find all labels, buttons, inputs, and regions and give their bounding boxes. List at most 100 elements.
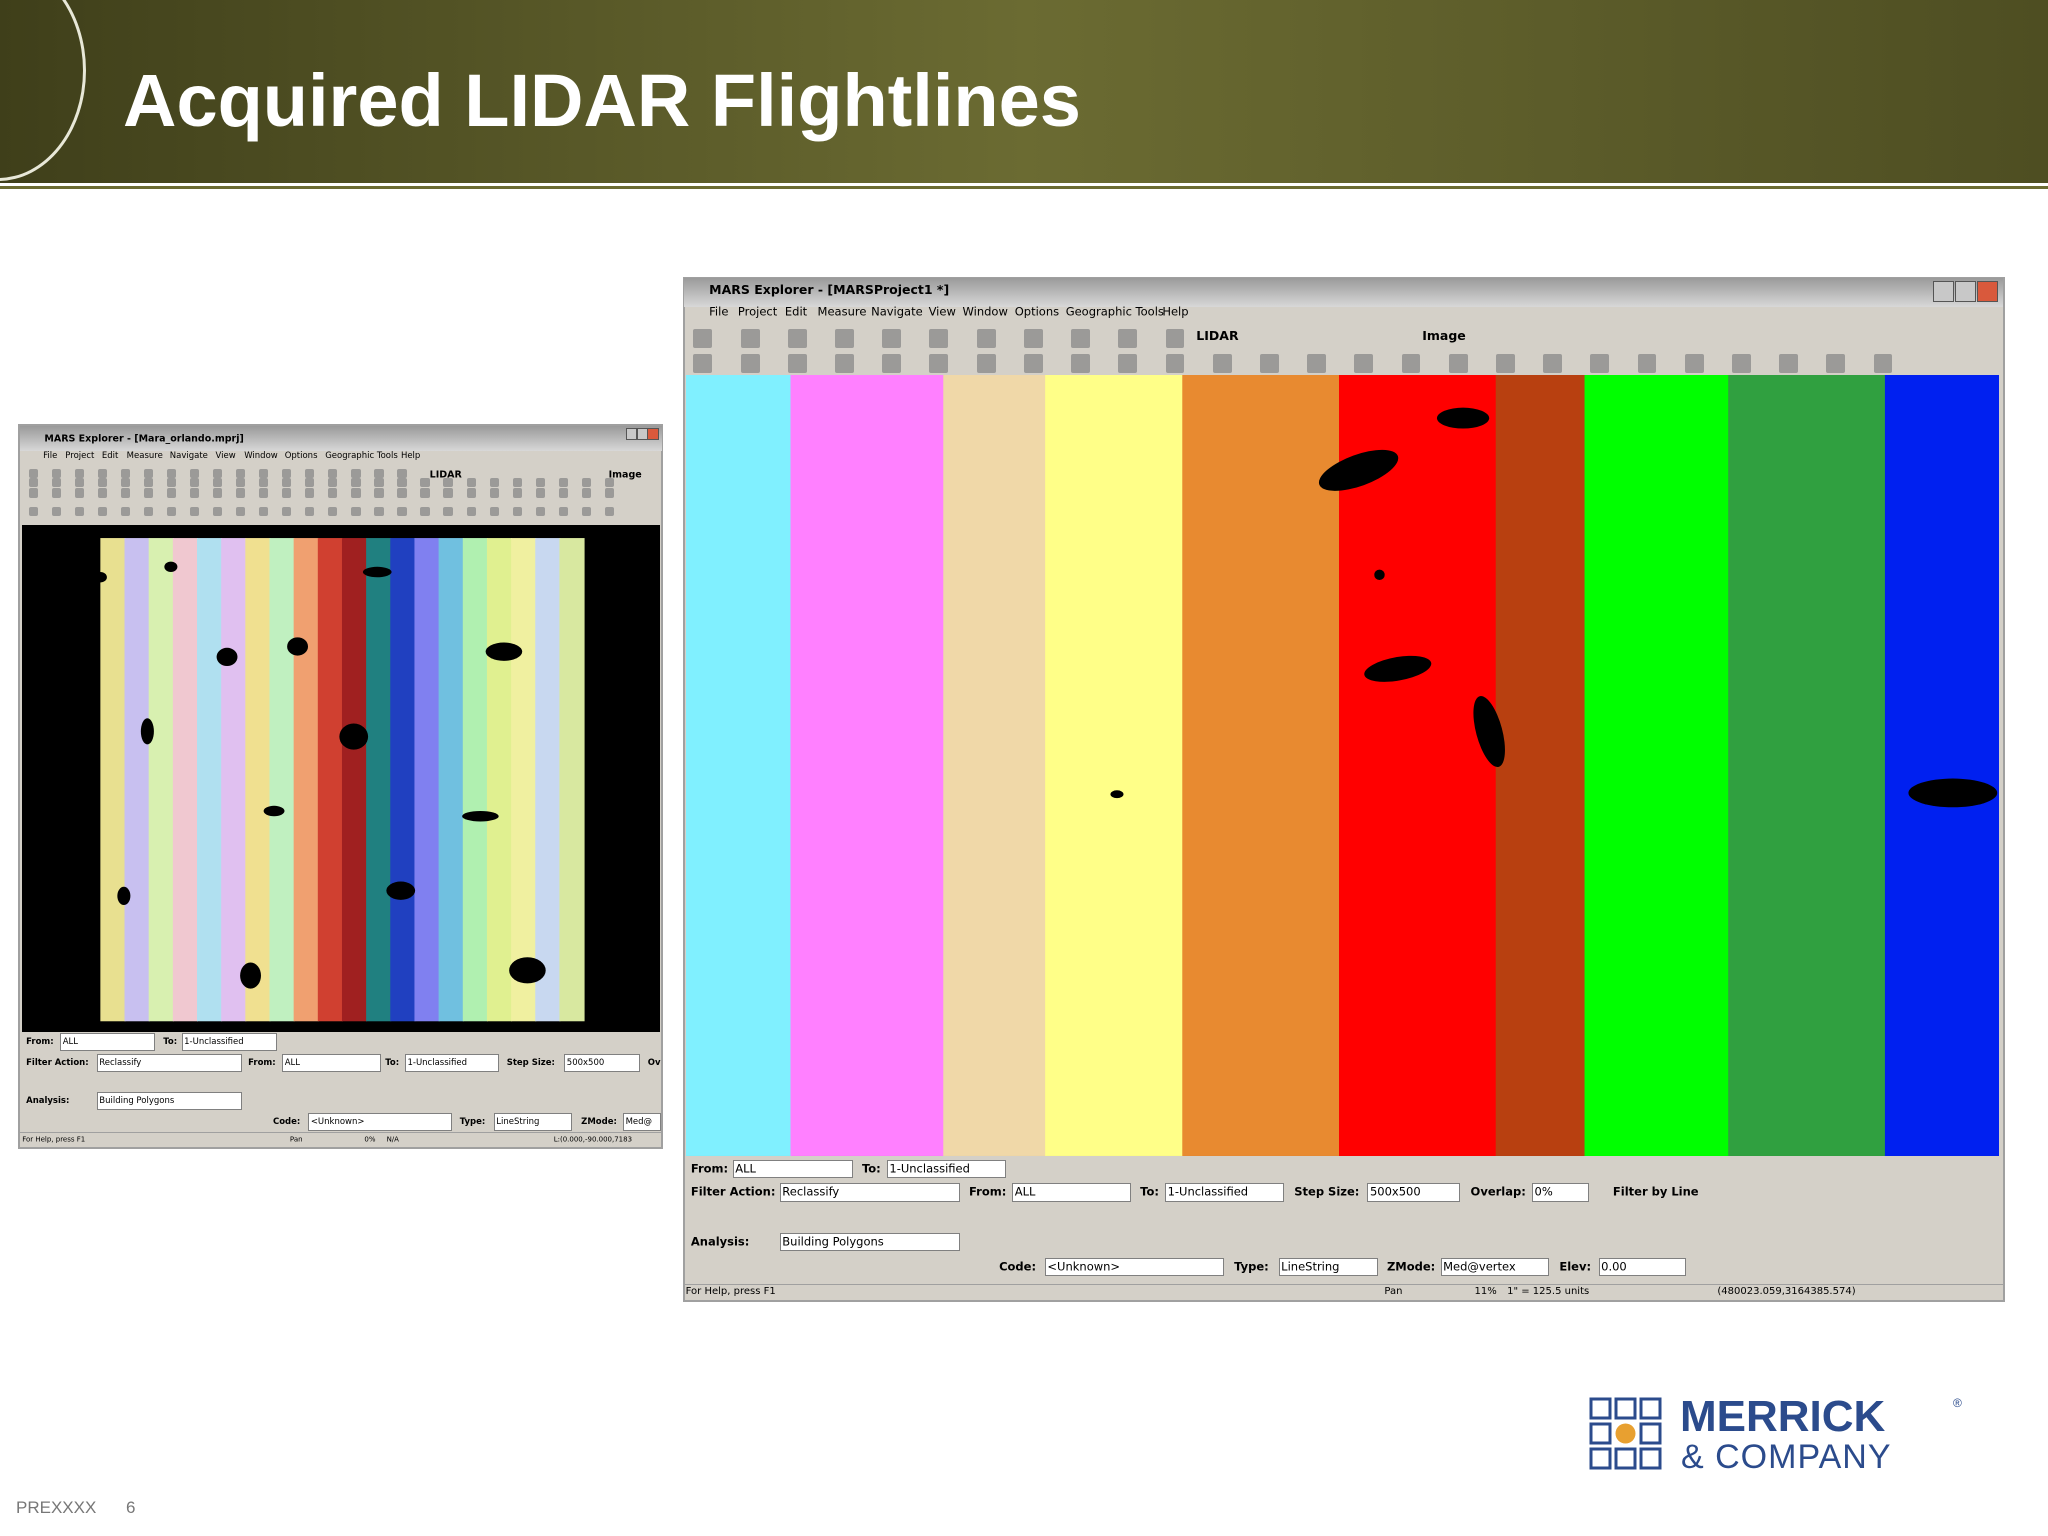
- toolbar-icon[interactable]: [693, 329, 713, 348]
- toolbar-icon[interactable]: [166, 506, 177, 516]
- toolbar-icon[interactable]: [143, 477, 154, 488]
- toolbar-icon[interactable]: [489, 506, 499, 516]
- menu-item[interactable]: Project: [65, 450, 95, 461]
- toolbar-icon[interactable]: [693, 353, 713, 373]
- toolbar-icon[interactable]: [374, 488, 384, 498]
- field-box[interactable]: [282, 1053, 382, 1073]
- toolbar-icon[interactable]: [1212, 353, 1232, 373]
- toolbar-icon[interactable]: [1731, 353, 1751, 373]
- toolbar-icon[interactable]: [397, 468, 407, 479]
- toolbar-icon[interactable]: [489, 488, 499, 498]
- toolbar-icon[interactable]: [328, 506, 338, 516]
- toolbar-icon[interactable]: [74, 506, 85, 516]
- toolbar-icon[interactable]: [28, 506, 38, 516]
- menu-item[interactable]: Options: [1014, 304, 1060, 319]
- toolbar-icon[interactable]: [740, 353, 760, 373]
- toolbar-icon[interactable]: [466, 488, 476, 498]
- field-box[interactable]: [1440, 1257, 1549, 1276]
- toolbar-icon[interactable]: [740, 329, 760, 348]
- toolbar-icon[interactable]: [466, 477, 476, 488]
- toolbar-icon[interactable]: [1259, 353, 1279, 373]
- toolbar-icon[interactable]: [512, 477, 522, 488]
- field-box[interactable]: [564, 1053, 640, 1073]
- toolbar-icon[interactable]: [74, 488, 85, 498]
- toolbar-icon[interactable]: [535, 477, 545, 488]
- toolbar-icon[interactable]: [97, 477, 108, 488]
- menu-item[interactable]: File: [43, 450, 58, 461]
- toolbar-icon[interactable]: [604, 506, 614, 516]
- toolbar-icon[interactable]: [351, 506, 361, 516]
- toolbar-icon[interactable]: [190, 506, 200, 516]
- toolbar-icon[interactable]: [328, 477, 338, 488]
- toolbar-icon[interactable]: [236, 477, 246, 488]
- toolbar-icon[interactable]: [1165, 353, 1185, 373]
- toolbar-icon[interactable]: [305, 488, 315, 498]
- toolbar-icon[interactable]: [787, 353, 807, 373]
- toolbar-icon[interactable]: [143, 506, 154, 516]
- toolbar-icon[interactable]: [581, 477, 591, 488]
- field-box[interactable]: [96, 1091, 242, 1111]
- toolbar-icon[interactable]: [929, 353, 949, 373]
- toolbar-icon[interactable]: [443, 477, 453, 488]
- toolbar-icon[interactable]: [282, 506, 292, 516]
- toolbar-icon[interactable]: [443, 506, 453, 516]
- toolbar-icon[interactable]: [190, 488, 200, 498]
- toolbar-icon[interactable]: [190, 477, 200, 488]
- field-box[interactable]: [732, 1159, 853, 1178]
- field-box[interactable]: [1598, 1257, 1687, 1276]
- field-box[interactable]: [308, 1112, 452, 1131]
- field-box[interactable]: [622, 1112, 661, 1131]
- toolbar-icon[interactable]: [420, 506, 430, 516]
- toolbar-icon[interactable]: [282, 468, 292, 479]
- toolbar-icon[interactable]: [1448, 353, 1468, 373]
- menu-item[interactable]: File: [709, 304, 729, 319]
- toolbar-icon[interactable]: [1118, 353, 1138, 373]
- toolbar-icon[interactable]: [420, 477, 430, 488]
- toolbar-icon[interactable]: [1401, 353, 1421, 373]
- toolbar-icon[interactable]: [120, 506, 131, 516]
- toolbar-icon[interactable]: [259, 506, 269, 516]
- toolbar-icon[interactable]: [259, 468, 269, 479]
- toolbar-icon[interactable]: [305, 468, 315, 479]
- menu-item[interactable]: View: [928, 304, 956, 319]
- toolbar-icon[interactable]: [535, 488, 545, 498]
- toolbar-icon[interactable]: [143, 468, 154, 479]
- menu-item[interactable]: Navigate: [169, 450, 208, 461]
- window-button[interactable]: [625, 428, 638, 440]
- toolbar-icon[interactable]: [74, 477, 85, 488]
- toolbar-icon[interactable]: [236, 488, 246, 498]
- toolbar-icon[interactable]: [143, 488, 154, 498]
- toolbar-icon[interactable]: [558, 506, 568, 516]
- toolbar-icon[interactable]: [97, 506, 108, 516]
- menu-item[interactable]: Project: [737, 304, 778, 319]
- toolbar-icon[interactable]: [489, 477, 499, 488]
- toolbar-icon[interactable]: [1165, 329, 1185, 348]
- field-box[interactable]: [1367, 1183, 1461, 1202]
- toolbar-icon[interactable]: [166, 477, 177, 488]
- toolbar-icon[interactable]: [213, 488, 223, 498]
- field-box[interactable]: [1278, 1257, 1378, 1276]
- menu-item[interactable]: Window: [244, 450, 278, 461]
- toolbar-icon[interactable]: [1354, 353, 1374, 373]
- toolbar-icon[interactable]: [166, 488, 177, 498]
- toolbar-icon[interactable]: [558, 477, 568, 488]
- field-box[interactable]: [493, 1112, 573, 1131]
- toolbar-icon[interactable]: [1684, 353, 1704, 373]
- toolbar-icon[interactable]: [328, 488, 338, 498]
- toolbar-icon[interactable]: [259, 477, 269, 488]
- toolbar-icon[interactable]: [397, 488, 407, 498]
- toolbar-icon[interactable]: [882, 353, 902, 373]
- window-button[interactable]: [1933, 280, 1955, 302]
- toolbar-icon[interactable]: [374, 468, 384, 479]
- toolbar-icon[interactable]: [1071, 329, 1090, 348]
- toolbar-icon[interactable]: [1637, 353, 1657, 373]
- toolbar-icon[interactable]: [120, 488, 131, 498]
- menu-item[interactable]: Measure: [126, 450, 163, 461]
- field-box[interactable]: [404, 1053, 499, 1073]
- toolbar-icon[interactable]: [282, 488, 292, 498]
- toolbar-icon[interactable]: [97, 488, 108, 498]
- toolbar-icon[interactable]: [1023, 353, 1043, 373]
- toolbar-icon[interactable]: [351, 488, 361, 498]
- toolbar-icon[interactable]: [351, 468, 361, 479]
- toolbar-icon[interactable]: [51, 488, 61, 498]
